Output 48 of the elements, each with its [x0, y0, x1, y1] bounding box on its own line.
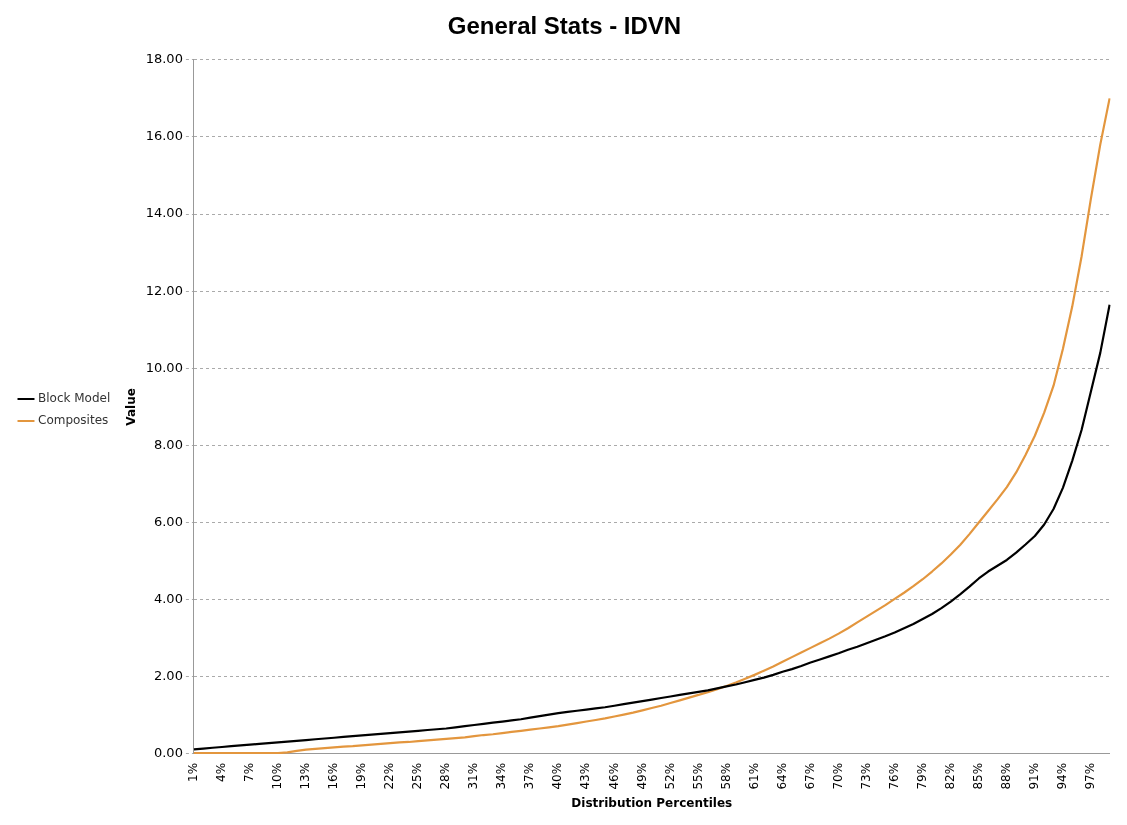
y-tick-label: 18.00	[145, 51, 183, 67]
y-axis-title: Value	[123, 388, 138, 426]
x-tick-label: 31%	[466, 762, 481, 790]
y-tick-label: 4.00	[153, 591, 183, 607]
x-tick-label: 70%	[830, 762, 845, 790]
x-tick-label: 40%	[550, 762, 565, 790]
legend-label: Composites	[38, 413, 109, 428]
x-tick-label: 76%	[886, 762, 901, 790]
x-tick-label: 73%	[858, 762, 873, 790]
x-tick-label: 94%	[1055, 762, 1070, 790]
y-tick-label: 6.00	[153, 513, 183, 529]
x-tick-label: 49%	[634, 762, 649, 790]
y-tick-label: 12.00	[145, 282, 183, 298]
x-tick-label: 46%	[606, 762, 621, 790]
y-tick-label: 16.00	[145, 128, 183, 144]
x-tick-label: 55%	[690, 762, 705, 790]
y-tick-label: 0.00	[153, 745, 183, 761]
x-tick-label: 85%	[970, 762, 985, 790]
x-tick-label: 7%	[242, 762, 257, 782]
x-tick-label: 43%	[578, 762, 593, 790]
x-tick-label: 22%	[382, 762, 397, 790]
x-tick-label: 37%	[522, 762, 537, 790]
x-tick-label: 4%	[214, 762, 229, 782]
x-tick-label: 79%	[914, 762, 929, 790]
x-tick-label: 1%	[186, 762, 201, 782]
y-tick-label: 2.00	[153, 668, 183, 684]
x-tick-label: 97%	[1083, 762, 1098, 790]
x-tick-label: 25%	[410, 762, 425, 790]
y-tick-label: 10.00	[145, 359, 183, 375]
y-tick-label: 14.00	[145, 205, 183, 221]
x-tick-label: 10%	[270, 762, 285, 790]
y-tick-label: 8.00	[153, 436, 183, 452]
x-tick-label: 34%	[494, 762, 509, 790]
x-tick-label: 58%	[718, 762, 733, 790]
x-tick-label: 61%	[746, 762, 761, 790]
x-tick-label: 52%	[662, 762, 677, 790]
x-tick-label: 91%	[1026, 762, 1041, 790]
x-tick-label: 64%	[774, 762, 789, 790]
chart-title: General Stats - IDVN	[447, 12, 682, 40]
x-tick-label: 28%	[438, 762, 453, 790]
x-tick-label: 82%	[942, 762, 957, 790]
legend-label: Block Model	[38, 391, 111, 406]
x-tick-label: 16%	[326, 762, 341, 790]
x-tick-label: 19%	[354, 762, 369, 790]
x-tick-label: 13%	[298, 762, 313, 790]
x-tick-label: 67%	[802, 762, 817, 790]
x-axis-title: Distribution Percentiles	[571, 795, 733, 810]
x-tick-label: 88%	[998, 762, 1013, 790]
